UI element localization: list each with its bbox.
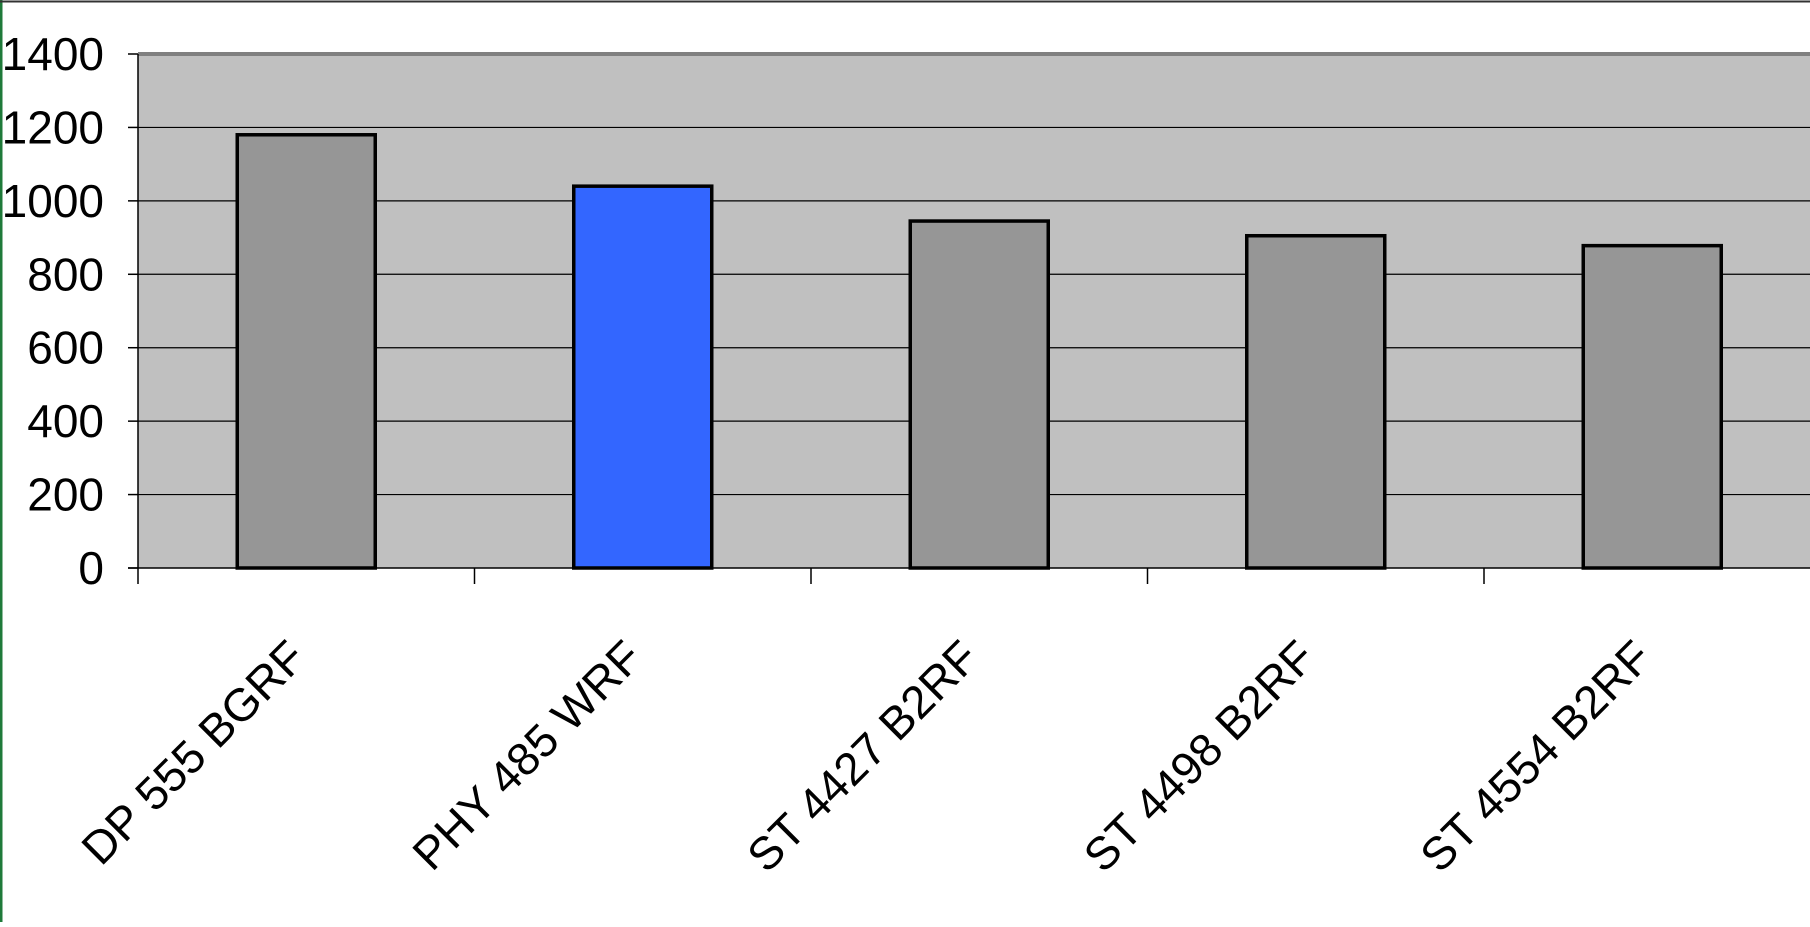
y-tick-label-1400: 1400 xyxy=(2,28,104,80)
y-tick-label-800: 800 xyxy=(27,248,104,300)
bars xyxy=(235,133,1723,570)
bar-3 xyxy=(908,219,1050,570)
y-tick-label-400: 400 xyxy=(27,395,104,447)
y-tick-label-600: 600 xyxy=(27,322,104,374)
y-axis-tick-labels: 0 200 400 600 800 1000 1200 1400 xyxy=(2,28,104,594)
y-tick-label-0: 0 xyxy=(78,542,104,594)
y-tick-label-1200: 1200 xyxy=(2,101,104,153)
y-tick-label-200: 200 xyxy=(27,469,104,521)
axes xyxy=(128,53,1810,584)
y-tick-label-1000: 1000 xyxy=(2,175,104,227)
bar-5 xyxy=(1581,243,1723,570)
bar-2 xyxy=(572,184,714,570)
bar-4 xyxy=(1245,233,1387,570)
bar-1 xyxy=(235,133,377,570)
